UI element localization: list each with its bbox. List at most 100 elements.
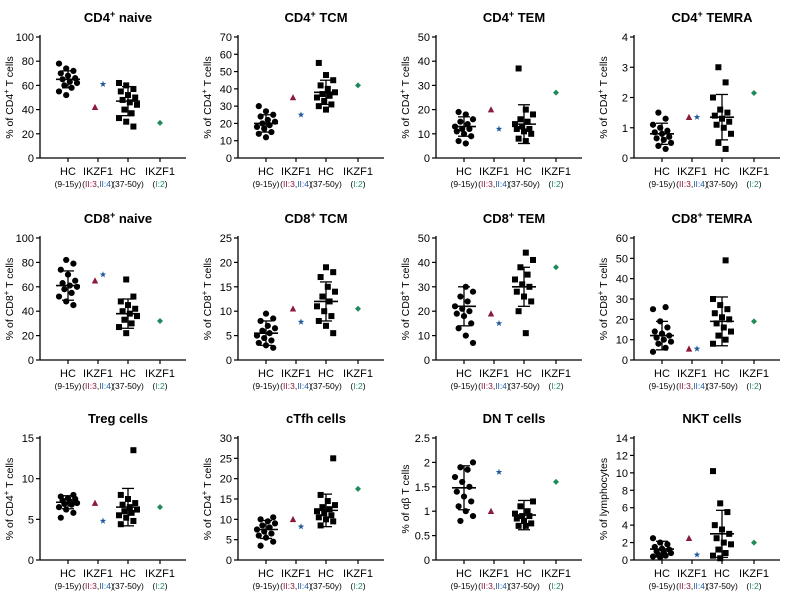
hc-adult-point [713, 535, 720, 542]
y-tick-label: 0 [622, 555, 628, 567]
x-category-label: IKZF1 [677, 166, 707, 178]
text-part: + [596, 89, 605, 94]
x-category-label: IKZF1 [479, 568, 509, 580]
y-tick-label: 0 [622, 355, 628, 367]
text-part: + [200, 490, 209, 495]
text-part: ) [507, 179, 510, 189]
text-part: % of CD4 [4, 94, 16, 139]
hc-young-point [468, 320, 475, 327]
y-axis-label: % of CD4+ T cells [398, 56, 413, 138]
hc-adult-point [715, 546, 722, 553]
y-axis-label: % of CD8+ T cells [596, 258, 611, 340]
x-category-sublabel: (I:2) [152, 179, 167, 189]
hc-adult-point [728, 130, 734, 137]
panel-title: Treg cells [88, 411, 148, 426]
hc-young-point [651, 328, 658, 335]
text-part: II:3 [283, 179, 295, 189]
text-part: I:2 [353, 581, 363, 591]
hc-young-point [68, 501, 75, 508]
x-category-sublabel: (37-50y) [706, 381, 738, 391]
hc-adult-point [722, 257, 729, 264]
hc-young-point [270, 538, 277, 545]
text-part: TEMRA [703, 211, 753, 226]
hc-adult-point [326, 506, 333, 513]
x-category-sublabel: (9-15y) [649, 179, 676, 189]
patient-II3-point [91, 499, 99, 506]
x-category-sublabel: (II:3,II:4) [280, 381, 312, 391]
y-tick-label: 30 [220, 101, 232, 113]
hc-adult-point [717, 106, 724, 113]
text-part: ( [280, 179, 283, 189]
hc-young-point [462, 332, 469, 339]
hc-young-point [253, 123, 261, 130]
text-part: I:2 [749, 381, 759, 391]
hc-adult-point [117, 491, 124, 498]
hc-adult-point [515, 135, 522, 142]
text-part: ) [705, 381, 708, 391]
x-category-sublabel: (I:2) [350, 179, 365, 189]
y-tick-label: 0 [28, 153, 34, 165]
text-part: + [697, 9, 702, 19]
x-category-sublabel: (I:2) [746, 381, 761, 391]
hc-adult-point [315, 59, 322, 66]
x-category-label: IKZF1 [83, 568, 113, 580]
text-part: II:4 [693, 381, 705, 391]
x-category-label: IKZF1 [145, 368, 175, 380]
x-category-sublabel: (II:3,II:4) [676, 381, 708, 391]
hc-young-point [73, 499, 81, 507]
hc-young-point [453, 128, 460, 135]
hc-young-point [662, 552, 669, 559]
text-part: CD4 [483, 10, 510, 25]
text-part: ) [165, 581, 168, 591]
hc-young-point [469, 339, 477, 347]
patient-I2-point [355, 305, 361, 312]
text-part: , [295, 381, 297, 391]
text-part: CD4 [84, 10, 111, 25]
hc-adult-point [134, 101, 140, 108]
hc-adult-point [715, 64, 722, 71]
hc-adult-point [324, 498, 331, 505]
text-part: ( [478, 381, 481, 391]
text-part: % of lymphocytes [598, 458, 610, 540]
text-part: I:2 [551, 581, 561, 591]
hc-young-point [55, 504, 63, 511]
text-part: T cells [4, 56, 16, 89]
text-part: ( [676, 581, 679, 591]
hc-adult-point [722, 79, 729, 86]
text-part: + [200, 290, 209, 295]
text-part: ) [759, 581, 762, 591]
text-part: II:3 [481, 179, 493, 189]
text-part: II:4 [495, 581, 507, 591]
hc-adult-point [332, 502, 338, 509]
hc-adult-point [515, 65, 522, 72]
hc-young-point [262, 134, 270, 141]
y-tick-label: 0.5 [415, 531, 430, 543]
text-part: ) [309, 381, 312, 391]
x-category-sublabel: (37-50y) [508, 581, 540, 591]
x-category-sublabel: (II:3,II:4) [82, 581, 114, 591]
text-part: , [493, 381, 495, 391]
text-part: ( [82, 581, 85, 591]
text-part: % of CD8 [4, 295, 16, 340]
hc-young-point [70, 302, 77, 309]
hc-adult-point [724, 306, 731, 313]
hc-adult-point [512, 276, 518, 283]
y-tick-label: 0 [226, 355, 232, 367]
patient-II4-point [99, 517, 107, 524]
x-category-sublabel: (I:2) [350, 581, 365, 591]
hc-adult-point [517, 503, 524, 510]
hc-adult-point [132, 305, 139, 312]
hc-adult-point [324, 85, 331, 92]
hc-adult-point [132, 500, 139, 507]
hc-young-point [469, 116, 477, 123]
hc-young-point [455, 503, 462, 510]
x-category-label: HC [120, 568, 136, 580]
hc-adult-point [328, 512, 335, 519]
y-tick-label: 25 [220, 453, 232, 465]
chart-panel-1: CD4+ naive% of CD4+ T cells020406080100H… [2, 9, 186, 189]
hc-adult-point [519, 513, 526, 520]
y-axis-label: % of αβ T cells [400, 464, 412, 533]
y-axis-label: % of CD4+ T cells [596, 56, 611, 138]
y-tick-label: 30 [418, 80, 430, 92]
